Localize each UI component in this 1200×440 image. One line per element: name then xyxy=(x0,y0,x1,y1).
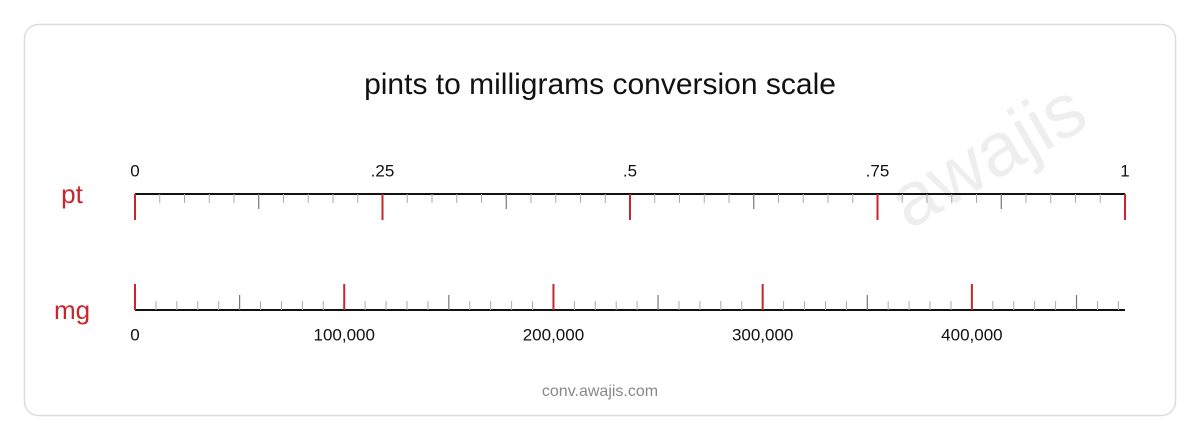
axis-label: pt xyxy=(61,179,83,209)
tick-label: 400,000 xyxy=(941,325,1002,344)
tick-label: 0 xyxy=(130,161,139,180)
tick-label: 200,000 xyxy=(523,325,584,344)
tick-label: .75 xyxy=(866,161,890,180)
tick-label: .5 xyxy=(623,161,637,180)
tick-label: 1 xyxy=(1120,161,1129,180)
chart-title: pints to milligrams conversion scale xyxy=(364,68,836,101)
tick-label: 0 xyxy=(130,325,139,344)
tick-label: .25 xyxy=(371,161,395,180)
source: conv.awajis.com xyxy=(542,383,658,400)
tick-label: 100,000 xyxy=(313,325,374,344)
tick-label: 300,000 xyxy=(732,325,793,344)
axis-label: mg xyxy=(54,295,90,325)
card xyxy=(23,23,1177,417)
